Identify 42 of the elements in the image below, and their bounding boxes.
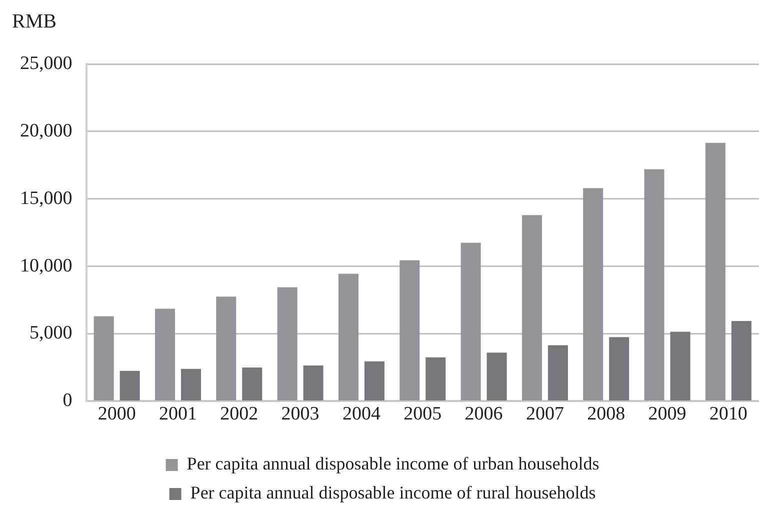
bar: [460, 242, 481, 400]
bar: [426, 357, 446, 400]
x-tick-label: 2002: [220, 404, 258, 425]
bar: [277, 287, 298, 400]
x-tick-label: 2008: [587, 404, 626, 425]
bar: [486, 352, 507, 400]
bar: [364, 361, 384, 400]
bar: [731, 320, 752, 400]
x-tick-label: 2007: [526, 404, 564, 425]
bar: [548, 345, 568, 400]
y-tick-label: 10,000: [20, 255, 72, 276]
bar: [705, 142, 726, 400]
bar: [522, 215, 542, 400]
bar: [583, 188, 604, 400]
bar: [120, 370, 140, 400]
y-tick-label: 20,000: [20, 120, 72, 142]
bar: [400, 260, 420, 400]
bar: [94, 316, 114, 400]
x-tick-label: 2009: [648, 404, 686, 425]
y-axis-title: RMB: [12, 10, 56, 32]
bar: [609, 337, 630, 400]
x-tick-label: 2003: [281, 404, 320, 425]
y-tick-label: 25,000: [20, 52, 72, 74]
x-tick-label: 2004: [342, 404, 381, 425]
bar: [242, 367, 262, 400]
bar: [338, 274, 358, 400]
legend-label: Per capita annual disposable income of rural households: [190, 482, 596, 503]
bar: [644, 169, 664, 400]
x-tick-label: 2010: [709, 404, 748, 425]
x-tick-label: 2001: [158, 404, 197, 425]
x-tick-label: 2000: [98, 404, 136, 425]
bar: [303, 365, 324, 400]
bar: [670, 332, 690, 400]
x-tick-label: 2006: [464, 404, 503, 425]
legend-label: Per capita annual disposable income of urban households: [186, 454, 600, 474]
y-tick-label: 5,000: [30, 322, 72, 344]
y-tick-label: 0: [62, 390, 72, 412]
bar: [154, 308, 175, 400]
x-tick-label: 2005: [404, 404, 442, 425]
y-tick-label: 15,000: [20, 188, 72, 209]
bar: [216, 296, 236, 400]
bar: [180, 368, 201, 400]
